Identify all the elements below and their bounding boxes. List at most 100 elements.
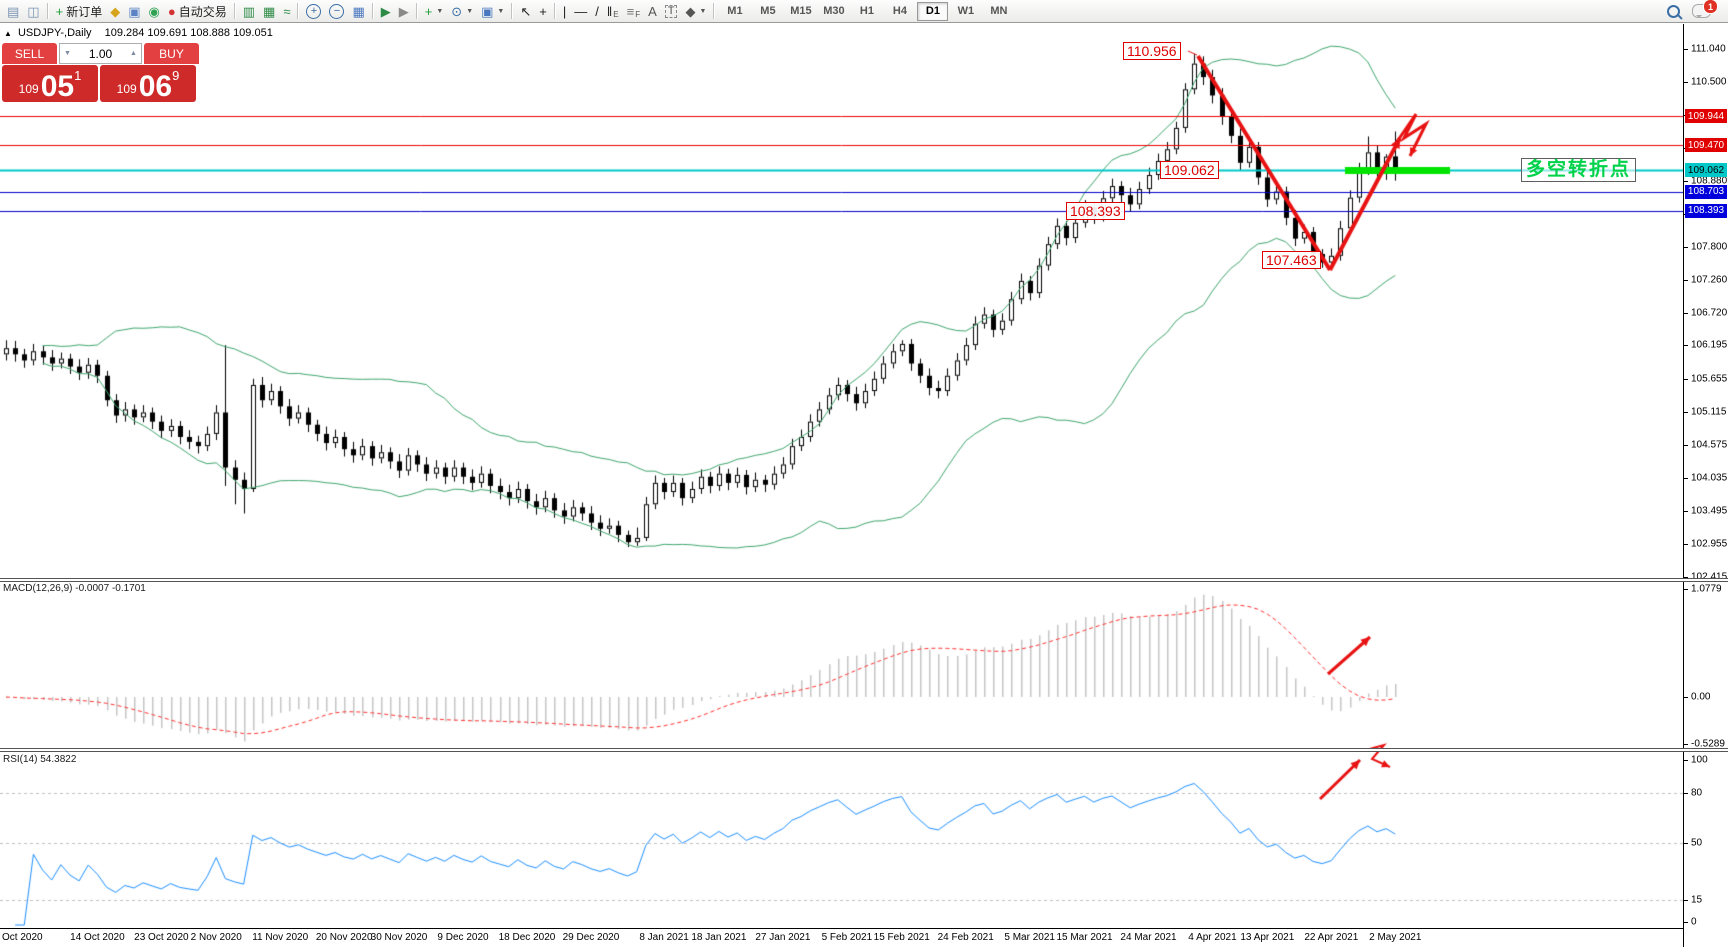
volume-value[interactable]: 1.00 (88, 46, 113, 61)
new-order-button[interactable]: + 新订单 (52, 2, 107, 21)
chevron-down-icon[interactable]: ▼ (497, 7, 505, 15)
price-annotation-label[interactable]: 108.393 (1066, 202, 1125, 220)
timeframe-m30-button[interactable]: M30 (823, 4, 845, 17)
history-center-icon[interactable]: ◆ (106, 2, 124, 21)
date-label: 14 Oct 2020 (70, 932, 125, 943)
timeframe-m1-button[interactable]: M1 (727, 4, 743, 17)
indicators-button[interactable]: + ▼ (421, 2, 448, 21)
autotrading-button-label: 自动交易 (178, 4, 227, 19)
signals-icon[interactable]: ◉ (145, 2, 164, 21)
timeframe-w1-button[interactable]: W1 (957, 4, 975, 17)
zoom-out-button[interactable]: − (325, 2, 348, 21)
date-label: 18 Dec 2020 (498, 932, 556, 943)
rsi-tick-label: 15 (1691, 894, 1703, 906)
macd-name: MACD(12,26,9) (3, 583, 73, 594)
fibonacci-button[interactable]: ≡ F (623, 2, 644, 21)
chevron-down-icon[interactable]: ▼ (466, 7, 474, 15)
date-label: 2 Nov 2020 (190, 932, 242, 943)
crosshair-button[interactable]: + (535, 2, 551, 21)
toolbar-separator (233, 3, 236, 19)
candlestick-chart-icon-icon: ▦ (263, 3, 276, 19)
scale-tick (1684, 477, 1688, 479)
buy-price-button[interactable]: 109 06 9 (100, 65, 196, 102)
zoom-in-button[interactable]: + (302, 2, 325, 21)
search-icon[interactable] (1667, 4, 1680, 18)
timeframe-m5-button[interactable]: M5 (760, 4, 776, 17)
new-order-icon: + (55, 3, 64, 19)
scale-tick (1684, 313, 1688, 315)
date-label: 15 Feb 2021 (873, 932, 930, 943)
price-annotation-label[interactable]: 110.956 (1123, 42, 1181, 60)
trendline-button[interactable]: / (591, 2, 603, 21)
timeframe-m15-button[interactable]: M15 (790, 4, 812, 17)
volume-up-icon[interactable]: ▲ (130, 50, 137, 57)
timeframe-h1-button[interactable]: H1 (859, 4, 874, 17)
time-axis[interactable]: Oct 2020 14 Oct 2020 23 Oct 2020 2 Nov 2020… (0, 928, 1683, 947)
price-tick-label: 102.415 (1691, 571, 1728, 583)
periods-button[interactable]: ⊙ ▼ (447, 2, 477, 21)
timeframe-toolbar: M1 M5 M15 M30 H1 H4 D1 W1 MN (718, 1, 1015, 21)
volume-down-icon[interactable]: ▼ (64, 50, 71, 57)
tile-windows-icon[interactable]: ▦ (348, 2, 368, 21)
scale-tick (1684, 411, 1688, 413)
price-annotation-label[interactable]: 107.463 (1262, 251, 1321, 269)
cursor-button[interactable]: ↖ (516, 2, 535, 21)
scale-tick (1684, 793, 1688, 794)
text-button[interactable]: A (644, 2, 661, 21)
chart-profiles-icon[interactable]: ◫ (23, 2, 43, 21)
macd-tick-label: 0.00 (1691, 691, 1711, 703)
autotrading-button[interactable]: ● 自动交易 (164, 2, 231, 21)
arrows-button[interactable]: ◆ ▼ (681, 2, 710, 21)
rsi-tick-label: 80 (1691, 787, 1703, 799)
chevron-down-icon[interactable]: ▼ (699, 7, 707, 15)
date-label: 9 Dec 2020 (437, 932, 489, 943)
line-chart-icon[interactable]: ≈ (279, 2, 294, 21)
notification-badge: 1 (1703, 0, 1718, 14)
price-tick-label: 111.040 (1691, 43, 1726, 55)
date-label: 27 Jan 2021 (755, 932, 811, 943)
volume-stepper[interactable]: ▼ 1.00 ▲ (59, 43, 142, 64)
symbol-marker-icon: ▲ (4, 29, 12, 38)
price-tick-label: 106.720 (1691, 307, 1728, 319)
price-scale[interactable]: 111.040110.500109.960109.420108.880108.3… (1683, 24, 1728, 947)
chart-shift-button[interactable]: ▶ (395, 2, 413, 21)
horizontal-line-icon: — (574, 3, 588, 19)
vertical-line-button[interactable]: | (559, 2, 570, 21)
buy-price-main: 06 (138, 69, 173, 103)
chat-icon[interactable]: 1 (1692, 0, 1718, 18)
crosshair-icon: + (539, 3, 547, 19)
scale-tick (1684, 247, 1688, 249)
chart-profiles-icon-icon: ◫ (27, 3, 40, 19)
horizontal-line-button[interactable]: — (570, 2, 591, 21)
candlestick-chart-icon[interactable]: ▦ (259, 2, 279, 21)
data-window-icon-icon: ▣ (128, 3, 141, 19)
timeframe-mn-button[interactable]: MN (990, 4, 1008, 17)
buy-button[interactable]: BUY (144, 43, 199, 64)
pane-separator[interactable] (0, 578, 1728, 582)
toolbar-separator (511, 3, 514, 19)
equidistant-channel-button[interactable]: ‖ E (603, 2, 623, 21)
date-label: 30 Nov 2020 (370, 932, 428, 943)
text-label-button[interactable]: T (661, 2, 682, 21)
sell-button[interactable]: SELL (2, 43, 57, 64)
scale-tick (1684, 900, 1688, 902)
price-tick-label: 103.495 (1691, 505, 1728, 517)
periods-icon: ⊙ (451, 3, 463, 19)
timeframe-h4-button[interactable]: H4 (892, 4, 907, 17)
data-window-icon[interactable]: ▣ (124, 2, 144, 21)
date-label: 23 Oct 2020 (134, 932, 189, 943)
timeframe-d1-button[interactable]: D1 (917, 1, 949, 21)
date-label: 8 Jan 2021 (639, 932, 689, 943)
price-annotation-label[interactable]: 109.062 (1160, 161, 1219, 179)
sell-price-button[interactable]: 109 05 1 (2, 65, 98, 102)
auto-scroll-button[interactable]: ▶ (377, 2, 395, 21)
pane-separator[interactable] (0, 748, 1728, 752)
new-chart-icon[interactable]: ▤ (3, 2, 23, 21)
date-label: 15 Mar 2021 (1056, 932, 1113, 943)
templates-button[interactable]: ▣ ▼ (477, 2, 508, 21)
chevron-down-icon[interactable]: ▼ (436, 7, 444, 15)
pivot-note-label[interactable]: 多空转折点 (1521, 158, 1637, 182)
date-label: 24 Feb 2021 (937, 932, 994, 943)
bar-chart-icon[interactable]: ▥ (239, 2, 259, 21)
